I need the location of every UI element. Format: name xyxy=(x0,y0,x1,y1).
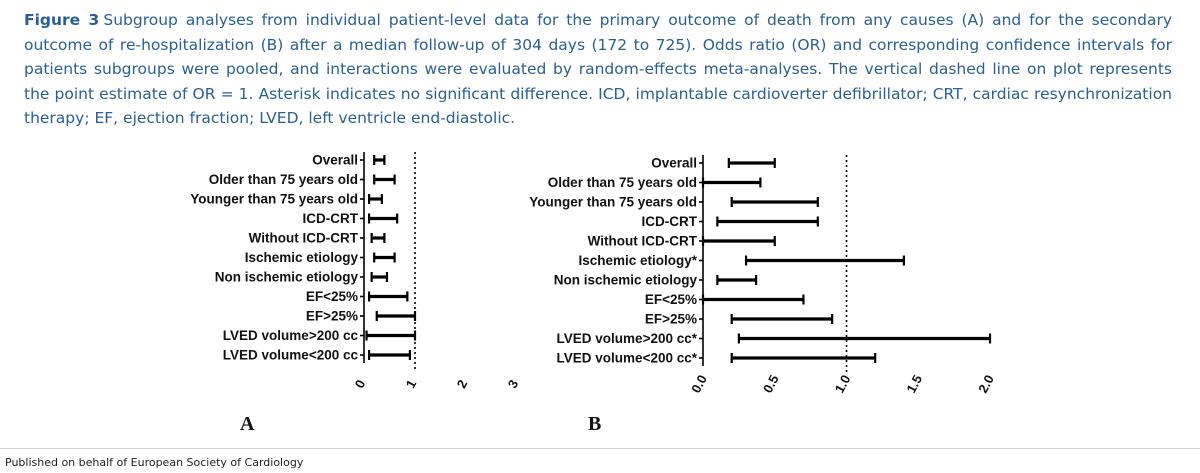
pb-ci-bar xyxy=(716,216,819,227)
pb-x-tick-label: 0.0 xyxy=(688,372,710,395)
pb-category-label: Non ischemic etiology xyxy=(554,273,698,288)
pa-x-tick-label: 1 xyxy=(403,377,420,390)
pb-ci-bar xyxy=(727,158,776,168)
pb-category-label: LVED volume>200 cc* xyxy=(557,331,698,346)
pa-category-label: EF>25% xyxy=(306,309,358,324)
pb-category-label: Older than 75 years old xyxy=(548,175,697,190)
pb-ci-bar xyxy=(701,236,776,246)
pa-ci-bar xyxy=(373,155,386,165)
pa-category-label: EF<25% xyxy=(306,289,358,304)
pa-category-label: Without ICD-CRT xyxy=(249,231,359,246)
pb-category-label: Overall xyxy=(651,156,697,171)
pa-category-label: ICD-CRT xyxy=(303,211,359,226)
pb-ci-bar xyxy=(737,333,992,344)
pa-category-label: LVED volume>200 cc xyxy=(223,328,359,343)
pa-category-label: Younger than 75 years old xyxy=(190,192,358,207)
forest-plot-b: Overall Older than 75 years old Younger th… xyxy=(529,155,997,435)
pb-ci-bar xyxy=(730,197,819,207)
pa-x-tick-label: 2 xyxy=(454,377,471,390)
footer-divider xyxy=(0,448,1200,449)
pa-category-label: Ischemic etiology xyxy=(245,250,359,265)
pb-ci-bar xyxy=(701,294,805,305)
pa-ci-bar xyxy=(368,291,409,302)
pb-category-label: Without ICD-CRT xyxy=(588,234,698,249)
pb-category-label: Ischemic etiology* xyxy=(578,253,697,268)
pb-x-tick-label: 1.0 xyxy=(832,372,854,395)
pb-ci-bar xyxy=(744,255,906,266)
pb-ci-bar xyxy=(730,314,834,324)
pb-category-label: LVED volume<200 cc* xyxy=(557,351,698,366)
pb-category-label: Younger than 75 years old xyxy=(529,195,697,210)
pa-ci-bar xyxy=(373,174,396,185)
caption-text: Subgroup analyses from individual patien… xyxy=(24,11,1173,127)
pb-x-tick-label: 0.5 xyxy=(760,372,782,395)
pa-ci-bar xyxy=(368,350,411,360)
pb-x-tick-label: 2.0 xyxy=(975,372,997,395)
pb-ci-bar xyxy=(716,275,758,285)
pb-ci-bar xyxy=(730,353,877,363)
pa-ci-bar xyxy=(368,213,399,224)
pa-ci-bar xyxy=(368,194,383,204)
publisher-footer: Published on behalf of European Society … xyxy=(5,456,304,469)
pa-x-tick-label: 0 xyxy=(352,377,369,390)
pb-x-tick-label: 1.5 xyxy=(903,372,925,395)
forest-plot-figure: Overall Older than 75 years old Younger th… xyxy=(190,152,997,435)
pa-category-label: Non ischemic etiology xyxy=(215,270,359,285)
pb-ci-bar xyxy=(701,177,762,188)
pa-ci-bar xyxy=(370,233,386,243)
pa-category-label: Overall xyxy=(312,153,358,168)
pb-category-label: EF<25% xyxy=(645,292,697,307)
pb-panel-label: B xyxy=(588,413,601,435)
pa-ci-bar xyxy=(365,330,417,341)
pa-category-label: Older than 75 years old xyxy=(209,172,358,187)
pa-ci-bar xyxy=(375,311,417,321)
pa-ci-bar xyxy=(370,272,389,282)
forest-plot-a: Overall Older than 75 years old Younger th… xyxy=(190,152,521,435)
pa-panel-label: A xyxy=(240,413,255,435)
pb-category-label: EF>25% xyxy=(645,312,697,327)
pa-category-label: LVED volume<200 cc xyxy=(223,348,359,363)
figure-label: Figure 3 xyxy=(24,11,100,29)
pb-category-label: ICD-CRT xyxy=(642,214,698,229)
pa-x-tick-label: 3 xyxy=(505,377,522,390)
figure-caption: Figure 3 Subgroup analyses from individua… xyxy=(24,8,1172,131)
pa-ci-bar xyxy=(373,252,396,263)
